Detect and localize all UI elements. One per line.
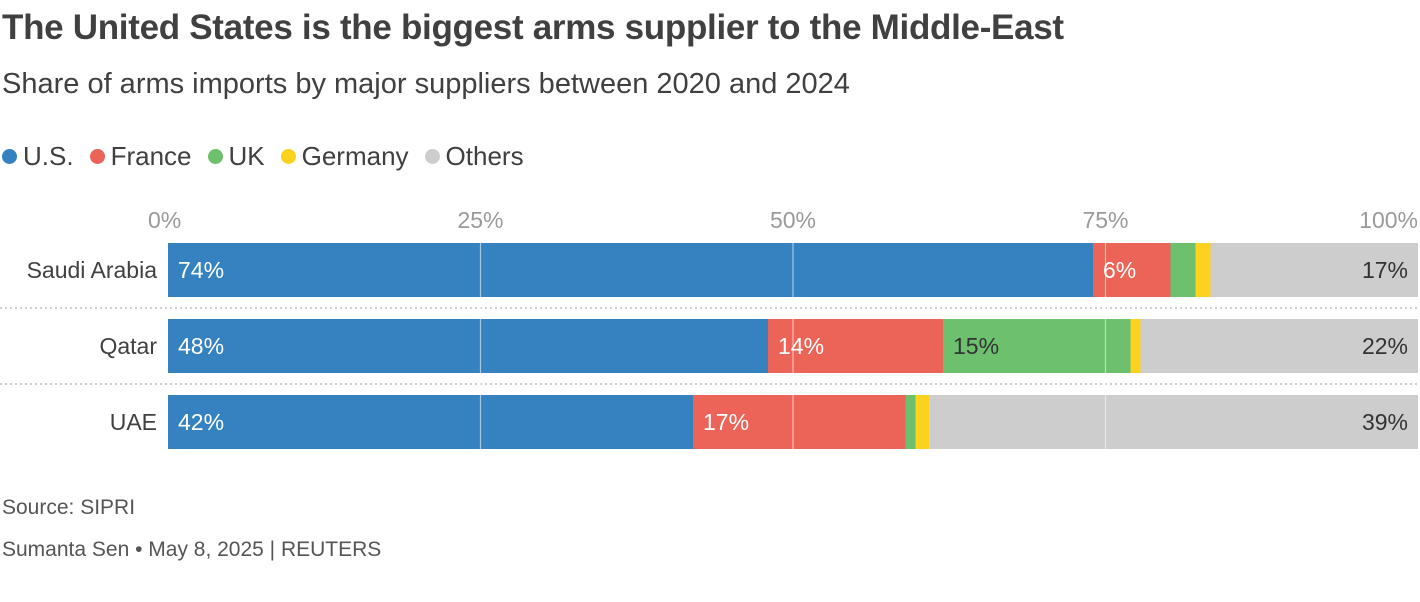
data-label: 42% [178,409,224,435]
legend-label-france: France [110,140,192,171]
legend-item-others: Others [424,140,524,172]
bar-segment [693,395,906,449]
bar-segment [929,395,1418,449]
data-label: 39% [1362,409,1408,435]
data-label: 17% [703,409,749,435]
data-label: 74% [178,257,224,283]
x-tick-label: 50% [770,207,816,233]
bar-segment [1195,243,1211,297]
category-label: Saudi Arabia [27,257,158,283]
data-label: 6% [1103,257,1136,283]
legend-label-uk: UK [228,140,265,171]
legend-swatch-germany [280,148,296,164]
stacked-bar-chart: 0% 25% 50% 75% 100% Saudi Arabia 74% 6% 17% Qatar… [0,207,1418,449]
data-label: 14% [778,333,824,359]
legend-item-france: France [89,140,192,172]
legend-swatch-france [89,148,105,164]
legend-swatch-others [424,148,440,164]
chart-subtitle: Share of arms imports by major suppliers… [2,68,850,100]
bar-segment [1140,319,1418,373]
legend-label-germany: Germany [301,140,409,171]
bar-segment [943,319,1131,373]
bar-segment [168,243,1093,297]
source-note: Source: SIPRI [2,496,136,519]
bar-segment [168,319,768,373]
bar-segment [1210,243,1418,297]
legend-item-us: U.S. [2,141,74,172]
bar-segment [768,319,943,373]
data-label: 48% [178,333,224,359]
bar-segment [1130,319,1141,373]
x-tick-label: 25% [457,207,503,233]
bar-segment [905,395,916,449]
bar-segment [1170,243,1196,297]
bar-segment [915,395,930,449]
category-label: Qatar [99,333,157,359]
x-tick-label: 0% [148,207,181,233]
data-label: 22% [1362,333,1408,359]
legend-label-us: U.S. [23,140,74,171]
chart-title: The United States is the biggest arms su… [2,8,1064,47]
legend-swatch-us [2,148,17,164]
credit-line: Sumanta Sen • May 8, 2025 | REUTERS [2,538,382,561]
bar-segment [168,395,693,449]
legend-item-uk: UK [207,140,265,172]
legend: U.S. France UK Germany Others [2,138,524,174]
x-tick-label: 75% [1082,207,1128,233]
category-label: UAE [110,409,157,435]
data-label: 17% [1362,257,1408,283]
data-label: 15% [953,333,999,359]
x-tick-label: 100% [1359,207,1418,233]
legend-label-others: Others [445,140,524,171]
legend-swatch-uk [207,148,223,164]
legend-item-germany: Germany [280,140,409,172]
